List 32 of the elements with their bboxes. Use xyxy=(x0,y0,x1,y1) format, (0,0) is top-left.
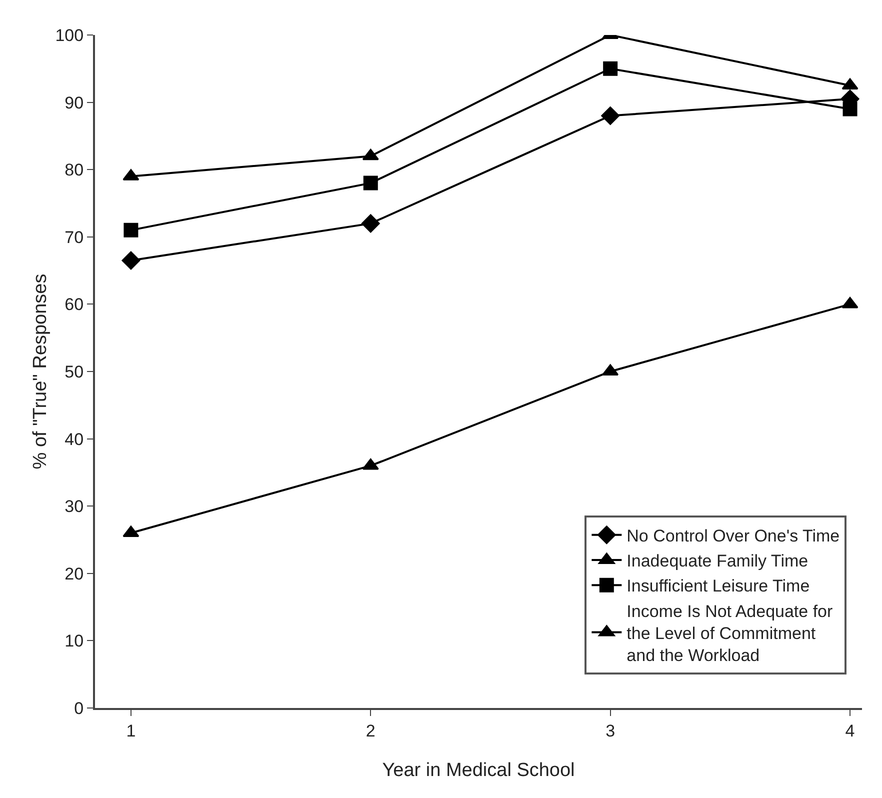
point xyxy=(842,102,858,116)
y-tick-label: 60 xyxy=(64,295,84,314)
point xyxy=(601,106,620,125)
legend-label: Income Is Not Adequate for the Level of Commitment and the Workload xyxy=(626,602,834,666)
y-tick-label: 20 xyxy=(64,564,84,584)
y-tick-label: 10 xyxy=(64,632,84,651)
point xyxy=(122,251,140,270)
y-tick-label: 30 xyxy=(64,497,84,516)
y-tick-label: 50 xyxy=(64,362,84,382)
y-tick-label: 80 xyxy=(64,160,84,180)
y-tick-label: 70 xyxy=(64,228,84,247)
point xyxy=(363,176,378,190)
point xyxy=(362,148,379,160)
point xyxy=(603,61,618,76)
legend-label: Insufficient Leisure Time xyxy=(626,576,810,596)
point xyxy=(842,296,858,308)
y-tick-label: 100 xyxy=(55,26,84,45)
point xyxy=(122,526,140,538)
x-axis-title: Year in Medical School xyxy=(382,760,575,781)
point xyxy=(362,458,379,470)
x-tick-label: 3 xyxy=(606,721,616,740)
y-tick-label: 90 xyxy=(64,93,84,112)
point xyxy=(361,214,380,233)
x-tick-label: 4 xyxy=(845,721,855,740)
x-tick-label: 2 xyxy=(366,721,376,740)
legend-label: No Control Over One's Time xyxy=(626,526,840,546)
point xyxy=(124,222,138,238)
y-tick-label: 0 xyxy=(74,698,84,718)
legend-label: Inadequate Family Time xyxy=(626,552,808,571)
y-tick-label: 40 xyxy=(64,430,84,449)
x-tick-label: 1 xyxy=(126,721,136,740)
y-axis-title: % of "True" Responses xyxy=(30,274,51,470)
